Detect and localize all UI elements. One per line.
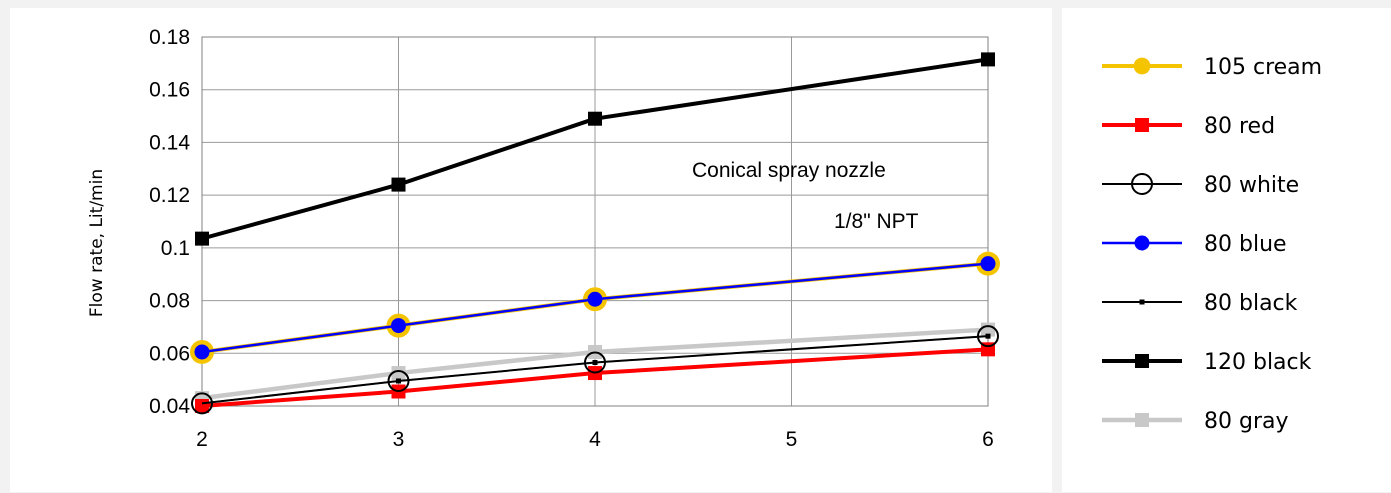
data-point: [387, 369, 410, 392]
legend-entry: 80 blue: [1102, 232, 1287, 257]
data-point: [981, 52, 995, 67]
data-point: [1135, 118, 1149, 132]
plot-area: [201, 36, 989, 407]
legend-label: 80 white: [1204, 173, 1299, 198]
data-point: [195, 399, 209, 413]
data-point: [391, 318, 406, 334]
legend-label: 80 gray: [1204, 409, 1289, 434]
axes: 0.04 0.06 0.08 0.1 0.12 0.14 0.16 0.18 2 3 4 5 6: [149, 26, 994, 451]
series-80-blue: [194, 256, 996, 360]
data-point: [391, 366, 406, 381]
legend-entry: 80 white: [1102, 173, 1299, 198]
data-point: [195, 231, 209, 246]
y-tick-label: 0.16: [149, 79, 190, 102]
y-tick-label: 0.14: [149, 131, 190, 154]
y-tick-label: 0.04: [149, 395, 190, 418]
legend-entry: 120 black: [1102, 350, 1312, 375]
legend-label: 80 blue: [1204, 232, 1287, 257]
y-tick-label: 0.06: [149, 342, 190, 365]
series-80-red: [195, 342, 995, 413]
y-tick-label: 0.18: [149, 26, 190, 49]
data-point: [191, 392, 213, 415]
legend: 105 cream 80 red 80 white 80 blue 80 black 12…: [1062, 8, 1391, 492]
y-tick-label: 0.12: [149, 184, 190, 207]
chart-panel: 0.04 0.06 0.08 0.1 0.12 0.14 0.16 0.18 2 3 4 5 6 Flo…: [10, 8, 1052, 492]
data-point: [1131, 173, 1153, 195]
data-point: [587, 291, 603, 307]
series-line: [201, 347, 989, 408]
data-point: [1135, 413, 1149, 427]
series-line: [201, 327, 989, 401]
legend-entry: 80 black: [1102, 291, 1298, 316]
x-tick-label: 2: [196, 428, 208, 451]
data-point: [1133, 57, 1151, 75]
x-tick-label: 5: [786, 428, 798, 451]
legend-entries: 105 cream 80 red 80 white 80 blue 80 black 12…: [1102, 55, 1322, 434]
data-point: [977, 325, 999, 348]
data-point: [1135, 354, 1149, 368]
y-tick-label: 0.08: [149, 290, 190, 313]
data-point: [1134, 235, 1150, 251]
series-80-white: [191, 325, 999, 415]
annotation-subtitle: 1/8" NPT: [834, 210, 919, 233]
data-point: [588, 111, 602, 126]
legend-entry: 80 red: [1102, 114, 1275, 139]
series-line: [201, 335, 989, 405]
x-tick-label: 3: [393, 428, 405, 451]
y-tick-label: 0.1: [161, 237, 190, 260]
series-120-black: [195, 52, 995, 246]
data-point: [584, 351, 606, 374]
legend-label: 105 cream: [1204, 55, 1322, 80]
legend-entry: 105 cream: [1102, 55, 1322, 80]
series-line: [201, 57, 989, 241]
x-tick-label: 4: [589, 428, 601, 451]
x-tick-label: 6: [982, 428, 994, 451]
legend-entry: 80 gray: [1102, 409, 1289, 434]
y-axis-label: Flow rate, Lit/min: [87, 169, 107, 317]
data-point: [980, 256, 996, 272]
series-lines: [190, 52, 1000, 415]
legend-label: 80 black: [1204, 291, 1298, 316]
data-point: [194, 344, 210, 360]
line-chart: 0.04 0.06 0.08 0.1 0.12 0.14 0.16 0.18 2 3 4 5 6 Flo…: [87, 26, 1000, 451]
data-point: [1139, 299, 1145, 305]
series-line: [201, 262, 989, 354]
annotation-title: Conical spray nozzle: [692, 159, 886, 182]
legend-label: 80 red: [1204, 114, 1275, 139]
legend-label: 120 black: [1204, 350, 1312, 375]
data-point: [391, 177, 406, 192]
